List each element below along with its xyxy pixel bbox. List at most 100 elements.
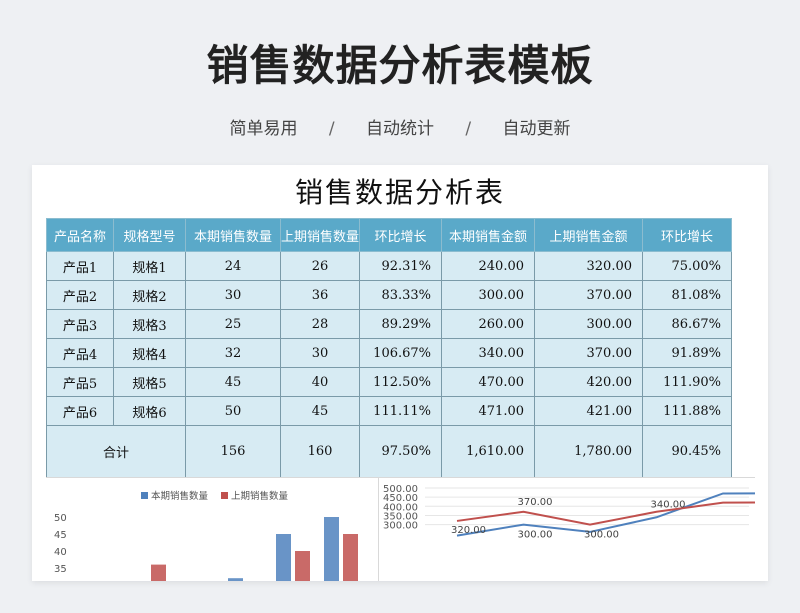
sheet-title: 销售数据分析表 bbox=[294, 176, 505, 209]
bar bbox=[151, 564, 166, 581]
column-header[interactable]: 规格型号 bbox=[113, 218, 186, 252]
table-cell[interactable]: 规格1 bbox=[113, 251, 186, 281]
table-cell[interactable]: 300.00 bbox=[441, 280, 536, 310]
bar-chart-plot: 50 45 40 35 bbox=[54, 513, 358, 581]
total-label[interactable]: 合计 bbox=[46, 425, 186, 478]
table-cell[interactable]: 320.00 bbox=[534, 251, 644, 281]
table-cell[interactable]: 规格4 bbox=[113, 338, 186, 368]
series-line bbox=[456, 501, 768, 526]
table-cell[interactable]: 产品2 bbox=[46, 280, 114, 310]
table-cell[interactable]: 340.00 bbox=[441, 338, 536, 368]
table-cell[interactable]: 160 bbox=[279, 425, 361, 478]
quantity-bar-chart: 本期销售数量 上期销售数量 50 45 40 35 bbox=[46, 477, 378, 581]
tagline: 自动更新 bbox=[502, 119, 571, 139]
table-cell[interactable]: 83.33% bbox=[359, 280, 443, 310]
table-cell[interactable]: 32 bbox=[185, 338, 281, 368]
y-tick-label: 50 bbox=[54, 513, 67, 524]
table-row: 产品5 规格5 45 40 112.50% 470.00 420.00 111.90% bbox=[46, 367, 733, 397]
data-label: 340.00 bbox=[651, 499, 686, 510]
table-cell[interactable]: 111.88% bbox=[642, 396, 733, 426]
table-cell[interactable]: 45 bbox=[185, 367, 281, 397]
legend-label: 上期销售数量 bbox=[231, 491, 289, 502]
column-header[interactable]: 环比增长 bbox=[359, 218, 443, 252]
table-row: 产品1 规格1 24 26 92.31% 240.00 320.00 75.00% bbox=[46, 251, 733, 281]
table-row: 产品3 规格3 25 28 89.29% 260.00 300.00 86.67% bbox=[46, 309, 733, 339]
column-header[interactable]: 本期销售数量 bbox=[185, 218, 281, 252]
table-cell[interactable]: 1,780.00 bbox=[534, 425, 644, 478]
table-cell[interactable]: 24 bbox=[185, 251, 281, 281]
bar bbox=[343, 534, 358, 581]
table-cell[interactable]: 规格6 bbox=[113, 396, 186, 426]
table-cell[interactable]: 370.00 bbox=[534, 280, 644, 310]
table-cell[interactable]: 112.50% bbox=[359, 367, 443, 397]
tagline: 简单易用 bbox=[229, 119, 298, 139]
bar bbox=[228, 578, 243, 581]
table-cell[interactable]: 75.00% bbox=[642, 251, 733, 281]
table-cell[interactable]: 92.31% bbox=[359, 251, 443, 281]
table-cell[interactable]: 26 bbox=[279, 251, 361, 281]
tagline-separator: / bbox=[465, 119, 472, 139]
bar bbox=[276, 534, 291, 581]
legend-swatch bbox=[221, 492, 229, 499]
table-cell[interactable]: 89.29% bbox=[359, 309, 443, 339]
table-cell[interactable]: 规格3 bbox=[113, 309, 186, 339]
tagline: 自动统计 bbox=[366, 119, 434, 139]
series-line bbox=[456, 492, 768, 537]
table-cell[interactable]: 产品3 bbox=[46, 309, 114, 339]
table-cell[interactable]: 产品5 bbox=[46, 367, 114, 397]
legend-swatch bbox=[141, 492, 148, 499]
table-cell[interactable]: 91.89% bbox=[642, 338, 733, 368]
bar bbox=[324, 517, 339, 581]
y-tick-label: 350.00 bbox=[383, 511, 418, 522]
tagline-separator: / bbox=[328, 119, 335, 139]
table-cell[interactable]: 240.00 bbox=[441, 251, 536, 281]
column-header[interactable]: 本期销售金额 bbox=[441, 218, 536, 252]
y-tick-label: 500.00 bbox=[383, 484, 418, 495]
table-body: 产品1 规格1 24 26 92.31% 240.00 320.00 75.00% 产品2 规格2… bbox=[46, 251, 733, 426]
table-cell[interactable]: 370.00 bbox=[534, 338, 644, 368]
column-header[interactable]: 环比增长 bbox=[642, 218, 733, 252]
table-cell[interactable]: 420.00 bbox=[534, 367, 644, 397]
table-cell[interactable]: 50 bbox=[185, 396, 281, 426]
table-cell[interactable]: 产品6 bbox=[46, 396, 114, 426]
y-tick-label: 450.00 bbox=[383, 493, 418, 504]
table-cell[interactable]: 36 bbox=[279, 280, 361, 310]
spreadsheet-preview: 销售数据分析表 产品名称 规格型号 本期销售数量 上期销售数量 环比增长 本期销… bbox=[32, 165, 768, 581]
table-cell[interactable]: 471.00 bbox=[441, 396, 536, 426]
column-header[interactable]: 产品名称 bbox=[46, 218, 114, 252]
y-tick-label: 400.00 bbox=[383, 502, 418, 513]
table-cell[interactable]: 421.00 bbox=[534, 396, 644, 426]
line-chart-plot: 500.00450.00400.00350.00300.00470.00420.… bbox=[383, 484, 768, 541]
table-cell[interactable]: 30 bbox=[185, 280, 281, 310]
table-cell[interactable]: 1,610.00 bbox=[441, 425, 536, 478]
table-cell[interactable]: 规格2 bbox=[113, 280, 186, 310]
column-header[interactable]: 上期销售金额 bbox=[534, 218, 644, 252]
table-cell[interactable]: 111.90% bbox=[642, 367, 733, 397]
table-cell[interactable]: 81.08% bbox=[642, 280, 733, 310]
y-tick-label: 300.00 bbox=[383, 521, 418, 532]
table-cell[interactable]: 97.50% bbox=[359, 425, 443, 478]
table-row: 产品6 规格6 50 45 111.11% 471.00 421.00 111.88% bbox=[46, 396, 733, 426]
data-label: 320.00 bbox=[451, 525, 486, 536]
table-cell[interactable]: 90.45% bbox=[642, 425, 733, 478]
table-cell[interactable]: 45 bbox=[279, 396, 361, 426]
table-cell[interactable]: 106.67% bbox=[359, 338, 443, 368]
table-cell[interactable]: 40 bbox=[279, 367, 361, 397]
table-cell[interactable]: 产品4 bbox=[46, 338, 114, 368]
table-cell[interactable]: 260.00 bbox=[441, 309, 536, 339]
table-cell[interactable]: 156 bbox=[185, 425, 281, 478]
page-title: 销售数据分析表模板 bbox=[206, 41, 594, 90]
table-cell[interactable]: 111.11% bbox=[359, 396, 443, 426]
table-cell[interactable]: 25 bbox=[185, 309, 281, 339]
legend-item: 上期销售数量 bbox=[221, 491, 288, 502]
table-cell[interactable]: 28 bbox=[279, 309, 361, 339]
table-cell[interactable]: 规格5 bbox=[113, 367, 186, 397]
table-cell[interactable]: 86.67% bbox=[642, 309, 733, 339]
amount-line-chart: 500.00450.00400.00350.00300.00470.00420.… bbox=[378, 477, 768, 581]
column-header[interactable]: 上期销售数量 bbox=[279, 218, 361, 252]
table-cell[interactable]: 300.00 bbox=[534, 309, 644, 339]
legend-item: 本期销售数量 bbox=[141, 491, 208, 502]
table-cell[interactable]: 470.00 bbox=[441, 367, 536, 397]
table-cell[interactable]: 30 bbox=[279, 338, 361, 368]
table-cell[interactable]: 产品1 bbox=[46, 251, 114, 281]
